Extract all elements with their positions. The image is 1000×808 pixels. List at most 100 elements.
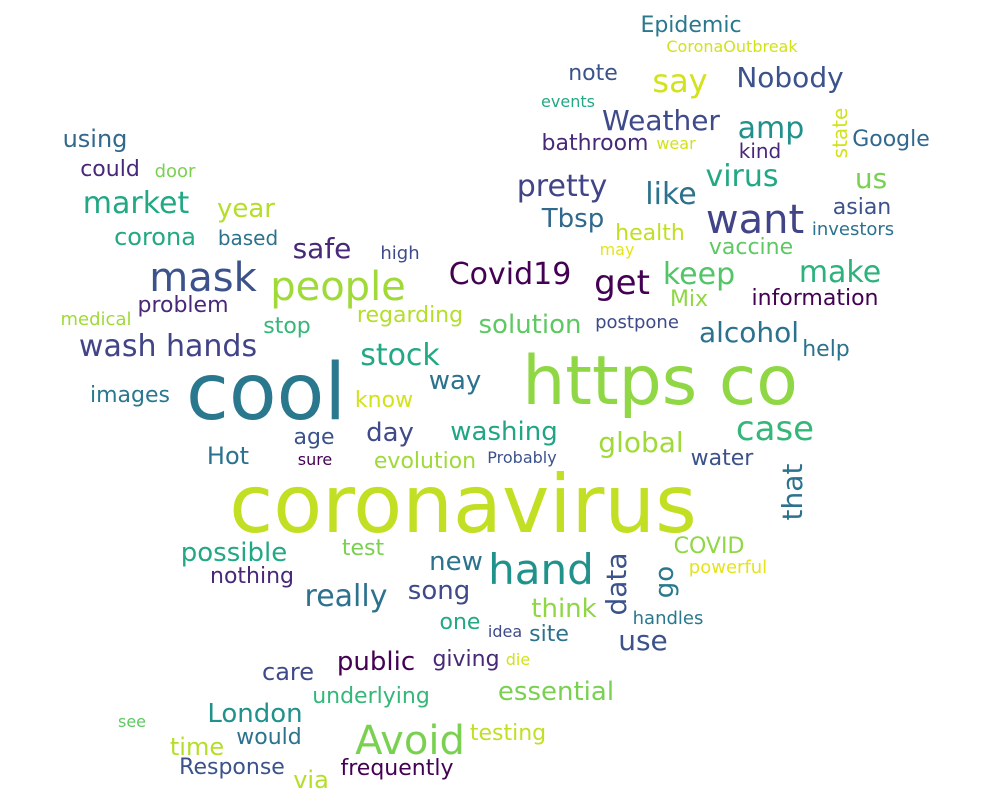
cloud-word: water xyxy=(690,446,754,471)
cloud-word: wash hands xyxy=(78,329,258,364)
cloud-word: essential xyxy=(497,677,615,707)
cloud-word: pretty xyxy=(516,169,608,204)
cloud-word: really xyxy=(304,579,388,614)
cloud-word: see xyxy=(117,712,147,731)
cloud-word: postpone xyxy=(595,312,679,333)
cloud-word: new xyxy=(429,547,483,577)
cloud-word: using xyxy=(62,125,128,153)
cloud-word: could xyxy=(80,157,140,182)
cloud-word: possible xyxy=(180,538,288,568)
cloud-word: Hot xyxy=(206,442,250,470)
cloud-word: vaccine xyxy=(708,235,794,260)
cloud-word: https co xyxy=(522,342,798,421)
cloud-word: testing xyxy=(469,721,547,746)
cloud-word: way xyxy=(428,366,482,396)
cloud-word: Google xyxy=(852,127,930,152)
cloud-word: Probably xyxy=(487,448,557,467)
cloud-word: like xyxy=(645,177,697,212)
cloud-word: giving xyxy=(432,647,500,672)
cloud-word: use xyxy=(618,624,668,657)
cloud-word: based xyxy=(217,226,279,250)
cloud-word: Weather xyxy=(602,104,720,137)
cloud-word: make xyxy=(798,255,882,290)
cloud-word: mask xyxy=(149,255,257,301)
cloud-word: stock xyxy=(360,338,440,373)
cloud-word: regarding xyxy=(356,303,464,328)
cloud-word: underlying xyxy=(312,684,430,709)
cloud-word: powerful xyxy=(688,557,768,578)
cloud-word: say xyxy=(652,62,708,100)
cloud-word: virus xyxy=(705,159,779,194)
cloud-word: may xyxy=(599,240,635,259)
cloud-word: frequently xyxy=(340,756,454,781)
cloud-word: Mix xyxy=(669,287,709,312)
cloud-word: Avoid xyxy=(355,718,465,764)
cloud-word: know xyxy=(354,388,414,413)
cloud-word: investors xyxy=(811,219,895,240)
cloud-word: cool xyxy=(186,348,346,438)
cloud-word: solution xyxy=(478,310,582,340)
cloud-word: day xyxy=(366,418,414,448)
cloud-word: Covid19 xyxy=(448,257,572,292)
cloud-word: handles xyxy=(632,608,704,629)
cloud-word: events xyxy=(541,92,595,111)
cloud-word: keep xyxy=(662,257,736,292)
cloud-word: CoronaOutbreak xyxy=(666,37,798,56)
cloud-word: age xyxy=(293,425,335,450)
cloud-word: high xyxy=(380,243,420,264)
cloud-word: state xyxy=(828,107,852,159)
cloud-word: London xyxy=(207,699,303,729)
cloud-word: asian xyxy=(832,195,892,220)
cloud-word: want xyxy=(705,197,805,243)
cloud-word: bathroom xyxy=(541,131,649,156)
cloud-word: site xyxy=(529,622,569,647)
cloud-word: health xyxy=(615,221,685,246)
cloud-word: test xyxy=(341,536,385,561)
cloud-word: wear xyxy=(656,134,696,153)
cloud-word: idea xyxy=(487,622,523,641)
cloud-word: information xyxy=(751,286,879,311)
cloud-word: that xyxy=(776,463,809,521)
cloud-word: global xyxy=(598,426,684,459)
cloud-word: get xyxy=(594,263,650,303)
cloud-word: problem xyxy=(137,293,229,318)
cloud-word: images xyxy=(90,383,170,408)
cloud-word: go xyxy=(650,565,680,599)
cloud-word: die xyxy=(505,650,531,669)
cloud-word: data xyxy=(600,552,633,616)
cloud-word: evolution xyxy=(373,449,477,474)
cloud-word: Tbsp xyxy=(541,204,605,234)
cloud-word: us xyxy=(854,162,888,195)
cloud-word: case xyxy=(735,409,815,449)
cloud-word: think xyxy=(531,594,597,624)
cloud-word: help xyxy=(802,337,850,362)
cloud-word: COVID xyxy=(673,534,745,559)
cloud-word: door xyxy=(154,161,196,182)
cloud-word: time xyxy=(169,733,225,761)
cloud-word: via xyxy=(293,766,329,794)
cloud-word: hand xyxy=(488,545,594,594)
cloud-word: nothing xyxy=(210,564,294,589)
cloud-word: care xyxy=(261,658,315,686)
cloud-word: amp xyxy=(737,111,805,146)
cloud-word: would xyxy=(236,725,302,750)
cloud-word: one xyxy=(439,610,481,635)
cloud-word: kind xyxy=(738,139,782,163)
cloud-word: safe xyxy=(292,232,352,265)
cloud-word: alcohol xyxy=(698,316,800,349)
cloud-word: market xyxy=(82,186,190,221)
cloud-word: Epidemic xyxy=(640,13,742,38)
cloud-word: Response xyxy=(179,755,285,780)
cloud-word: song xyxy=(407,576,471,606)
cloud-word: coronavirus xyxy=(229,458,697,551)
cloud-word: stop xyxy=(263,314,311,339)
cloud-word: washing xyxy=(450,417,558,447)
cloud-word: note xyxy=(568,61,618,86)
cloud-word: sure xyxy=(297,450,333,469)
cloud-word: medical xyxy=(60,309,132,330)
cloud-word: corona xyxy=(114,223,196,251)
cloud-word: public xyxy=(336,647,416,677)
cloud-word: year xyxy=(216,194,276,224)
cloud-word: people xyxy=(270,264,406,310)
